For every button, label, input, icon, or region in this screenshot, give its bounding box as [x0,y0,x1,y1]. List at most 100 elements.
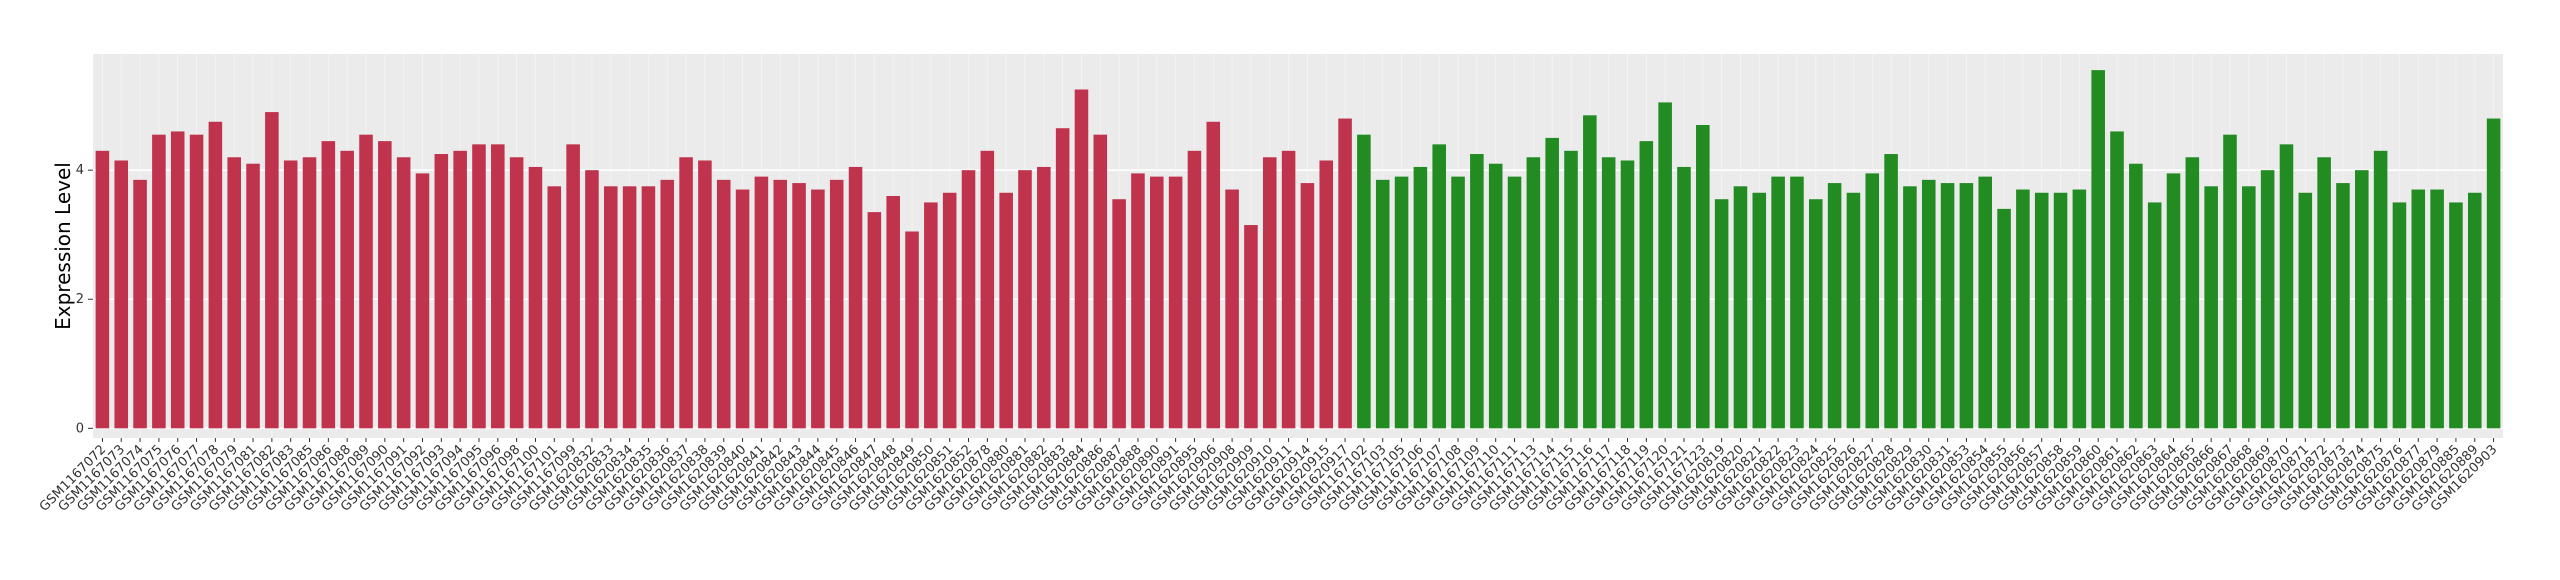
bar [1959,183,1974,429]
bar [1696,124,1710,429]
bar [1921,179,1936,429]
bar [227,157,241,429]
bar [829,179,844,429]
bar [2053,192,2068,429]
bar [152,134,166,429]
bar [867,212,882,429]
bar [622,186,637,429]
bar [1488,163,1503,429]
bar [1865,173,1880,429]
bar [1903,186,1917,429]
bar [1940,183,1955,429]
bar [2129,163,2143,429]
bar [1225,189,1239,429]
bar [886,195,900,429]
bar [1771,176,1785,429]
bar [2091,70,2105,429]
bar [905,231,919,429]
bar [735,189,750,429]
bar [1884,154,1898,429]
bar [1451,176,1465,429]
bar [585,170,599,429]
bar [961,170,976,429]
bar [773,179,788,429]
bar [1470,154,1484,429]
bar [1639,141,1654,429]
bar [2110,131,2124,429]
bar [547,186,562,429]
bar [415,173,430,429]
bar [1055,128,1070,429]
bar [1375,179,1390,429]
bar [321,141,336,429]
bar [1150,176,1164,429]
bar [2449,202,2463,429]
bar [1131,173,1145,429]
bar [566,144,580,429]
bar [792,183,806,429]
bar [1601,157,1616,429]
bar [528,166,543,429]
bar [2185,157,2200,429]
bar [265,112,279,429]
y-tick-label: 2 [76,292,84,307]
bar [2336,183,2350,429]
bar [1658,102,1672,429]
bar [1846,192,1861,429]
bar [2373,150,2388,429]
bar [924,202,938,429]
bar [660,179,675,429]
bar [170,131,185,429]
bar [1545,137,1559,429]
bar [2392,202,2407,429]
bar [509,157,524,429]
bar [2016,189,2030,429]
bar [942,192,957,429]
bar [1093,134,1108,429]
bar [754,176,769,429]
bar [1808,199,1823,429]
bar [716,179,731,429]
bar [1733,186,1748,429]
bar [340,150,354,429]
bar [1018,170,1032,429]
bar [679,157,693,429]
bar [698,160,712,429]
bar [980,150,995,429]
bar [848,166,863,429]
bar [1997,208,2011,429]
bar [603,186,618,429]
bar [378,141,392,429]
y-tick-label: 4 [76,163,84,178]
bar [1168,176,1183,429]
bar [491,144,505,429]
y-tick-label: 0 [76,421,84,436]
bar [246,163,260,429]
bar [2467,192,2482,429]
bar [1262,157,1277,429]
bar [1507,176,1522,429]
bar [472,144,486,429]
bar [1752,192,1767,429]
bar [1790,176,1804,429]
bar [1037,166,1051,429]
bar [114,160,129,429]
bar [2242,186,2256,429]
bar [811,189,825,429]
bar [1432,144,1446,429]
bar [1338,118,1352,429]
bar [1074,89,1089,429]
bar [1112,199,1126,429]
bar [1319,160,1334,429]
bar [1394,176,1409,429]
bar [2260,170,2275,429]
bar [1583,115,1597,429]
bar [1300,183,1315,429]
bar [1187,150,1202,429]
bar [2147,202,2162,429]
bar [1206,121,1221,429]
bar [1620,160,1635,429]
bar [1357,134,1371,429]
bar [1526,157,1541,429]
